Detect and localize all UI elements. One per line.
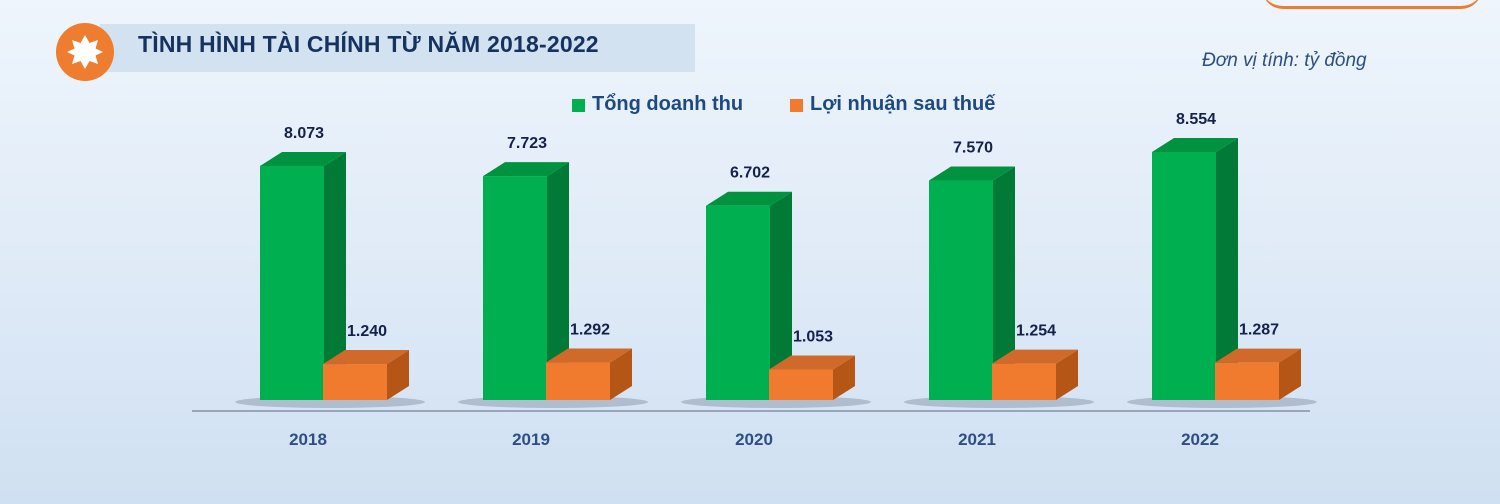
bar-profit-2018 xyxy=(323,350,409,400)
x-tick-label-2018: 2018 xyxy=(289,430,327,449)
x-tick-label-2022: 2022 xyxy=(1181,430,1219,449)
legend-swatch-profit xyxy=(790,99,803,112)
title-band xyxy=(100,24,695,72)
unit-note: Đơn vị tính: tỷ đồng xyxy=(1202,50,1367,71)
bar-profit-2020 xyxy=(769,355,855,400)
value-label-revenue-2021: 7.570 xyxy=(953,140,993,157)
bar-revenue-2020 xyxy=(706,191,792,400)
bar-profit-2021 xyxy=(992,349,1078,400)
x-tick-label-2020: 2020 xyxy=(735,430,773,449)
star-badge-icon xyxy=(56,23,114,81)
value-label-revenue-2019: 7.723 xyxy=(507,135,547,152)
value-label-profit-2021: 1.254 xyxy=(1016,323,1056,340)
legend-label-profit: Lợi nhuận sau thuế xyxy=(810,93,996,115)
bar-profit-2022 xyxy=(1215,348,1301,400)
bar-profit-2019 xyxy=(546,348,632,400)
x-tick-label-2019: 2019 xyxy=(512,430,550,449)
value-label-profit-2022: 1.287 xyxy=(1239,322,1279,339)
bar-revenue-2022 xyxy=(1152,138,1238,400)
chart-title: TÌNH HÌNH TÀI CHÍNH TỪ NĂM 2018-2022 xyxy=(138,31,599,57)
legend-swatch-revenue xyxy=(572,99,585,112)
corner-accent xyxy=(1262,0,1482,9)
value-label-profit-2019: 1.292 xyxy=(570,322,610,339)
value-label-revenue-2020: 6.702 xyxy=(730,165,770,182)
bar-revenue-2019 xyxy=(483,162,569,400)
value-label-profit-2018: 1.240 xyxy=(347,323,387,340)
x-tick-label-2021: 2021 xyxy=(958,430,996,449)
value-label-revenue-2018: 8.073 xyxy=(284,125,324,142)
bar-revenue-2018 xyxy=(260,151,346,400)
value-label-revenue-2022: 8.554 xyxy=(1176,111,1216,128)
bar-revenue-2021 xyxy=(929,166,1015,400)
value-label-profit-2020: 1.053 xyxy=(793,328,833,345)
legend-label-revenue: Tổng doanh thu xyxy=(592,93,744,115)
